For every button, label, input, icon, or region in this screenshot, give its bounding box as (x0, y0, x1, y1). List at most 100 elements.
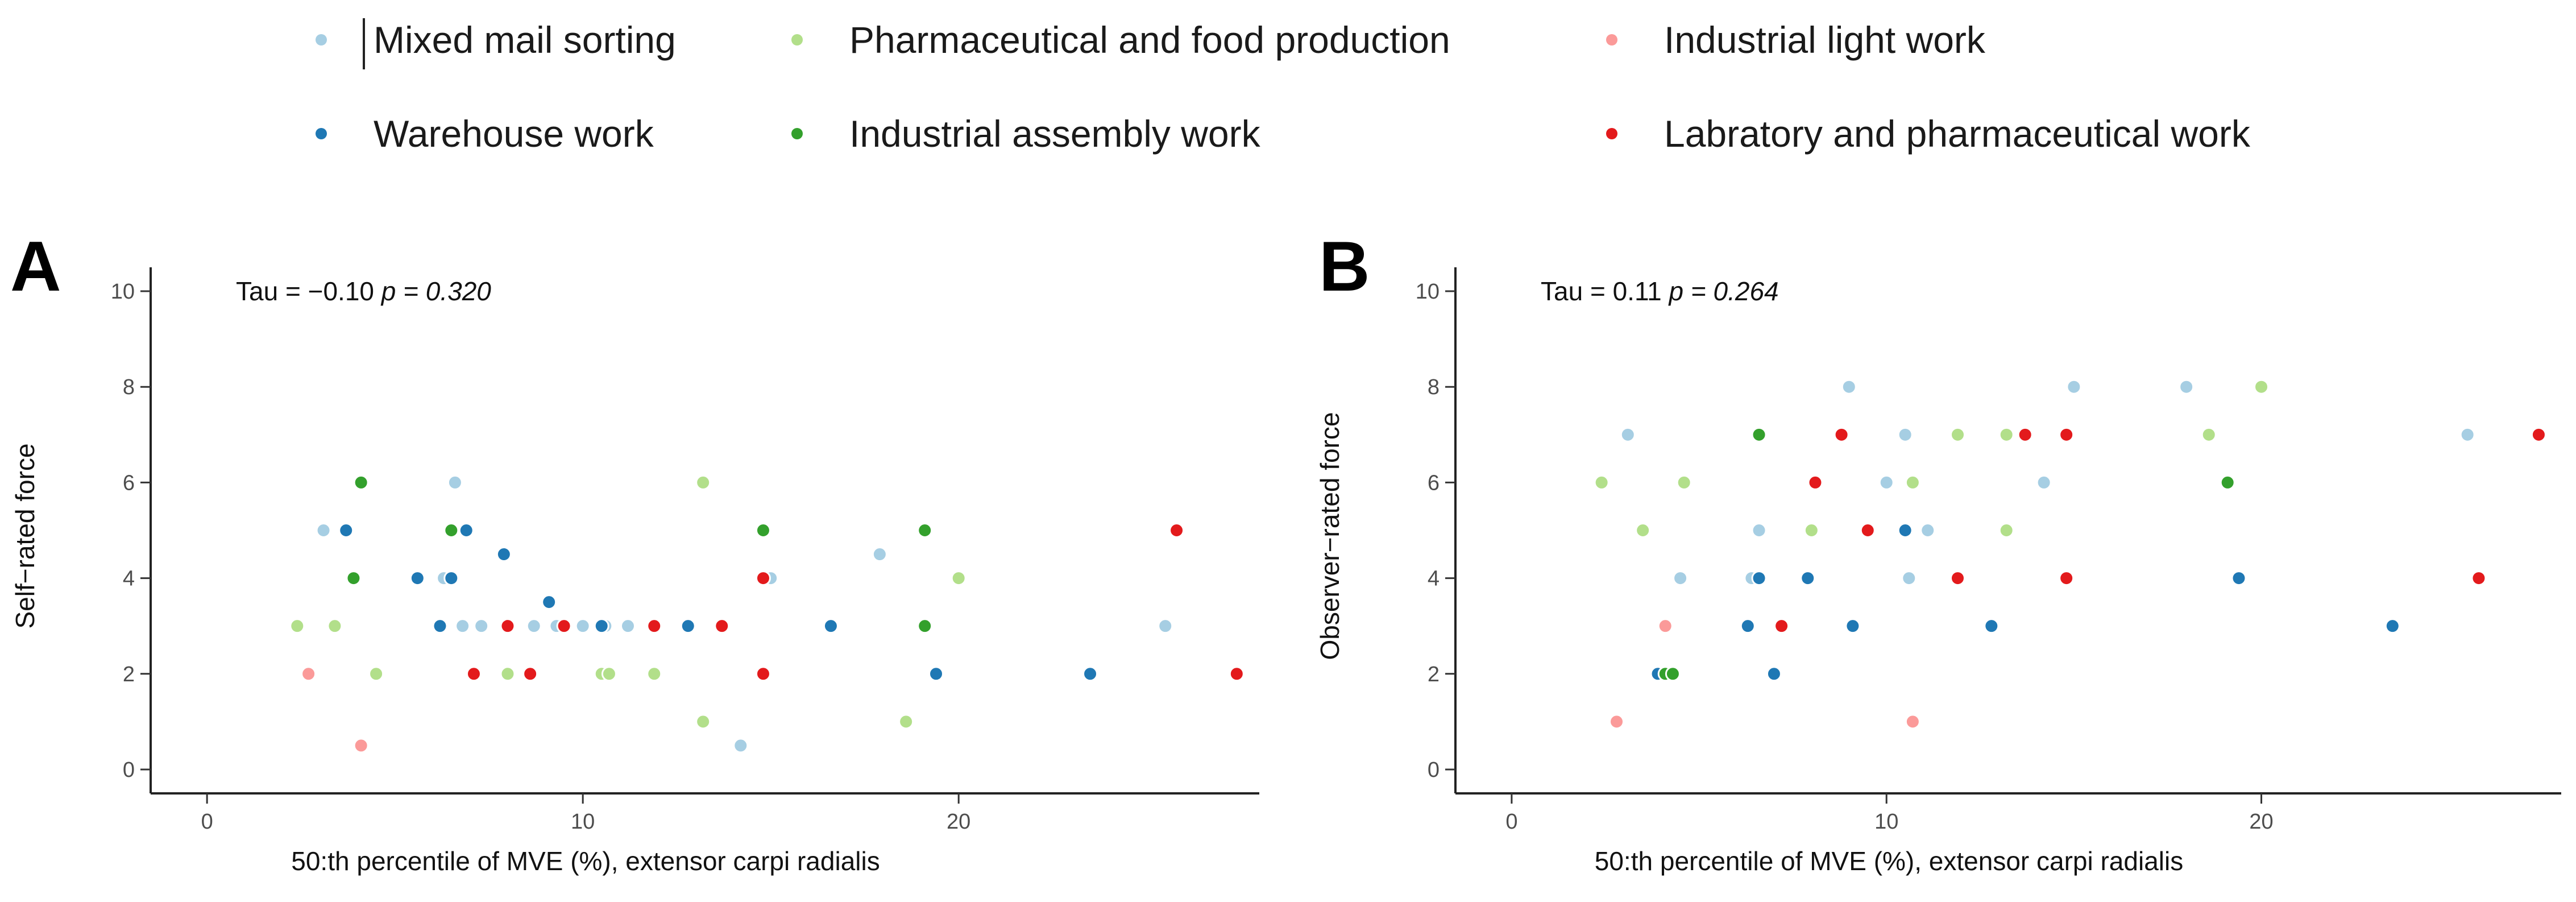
data-point-b-series-3 (1845, 618, 1861, 634)
legend-item-warehouse: Warehouse work (316, 112, 654, 155)
data-point-a-series-4 (755, 523, 771, 538)
data-point-a-series-5 (466, 666, 482, 682)
data-point-a-series-4 (917, 618, 933, 634)
data-point-b-series-1 (1803, 523, 1819, 538)
data-point-a-series-0 (872, 547, 887, 562)
data-point-a-series-3 (458, 523, 474, 538)
y-tick-label: 8 (1428, 375, 1440, 399)
legend-label-pharma-food: Pharmaceutical and food production (849, 19, 1450, 61)
data-point-a-series-5 (556, 618, 572, 634)
data-point-a-series-3 (928, 666, 944, 682)
text-cursor (363, 18, 365, 69)
data-point-b-series-1 (2201, 427, 2217, 442)
x-tick-label: 10 (571, 810, 595, 834)
data-point-b-series-0 (2459, 427, 2475, 442)
y-tick-label: 4 (123, 567, 135, 591)
legend-label-industrial-assembly: Industrial assembly work (849, 113, 1260, 155)
data-point-a-series-3 (443, 570, 459, 586)
data-point-a-series-3 (338, 523, 354, 538)
data-point-a-series-3 (1082, 666, 1098, 682)
legend-dot-warehouse (316, 128, 327, 139)
data-point-a-series-5 (500, 618, 516, 634)
data-point-b-series-2 (1657, 618, 1673, 634)
y-axis-label-a: Self−rated force (10, 443, 40, 628)
data-point-b-series-0 (1897, 427, 1913, 442)
data-point-b-series-5 (2017, 427, 2033, 442)
data-point-b-series-0 (1841, 379, 1857, 395)
data-point-b-series-0 (1878, 474, 1894, 490)
data-point-a-series-0 (474, 618, 490, 634)
tau-text: Tau = 0.11 (1541, 276, 1669, 306)
data-point-b-series-5 (2531, 427, 2546, 442)
x-tick-label: 10 (1874, 810, 1898, 834)
data-point-b-series-3 (2384, 618, 2400, 634)
x-tick-label: 20 (2249, 810, 2273, 834)
x-tick-label: 0 (1505, 810, 1517, 834)
legend-item-industrial-light: Industrial light work (1606, 18, 1985, 61)
data-point-a-series-3 (594, 618, 609, 634)
data-point-a-series-3 (496, 547, 512, 562)
data-point-a-series-5 (755, 666, 771, 682)
data-point-a-series-1 (500, 666, 516, 682)
y-tick-label: 6 (1428, 471, 1440, 495)
data-point-a-series-4 (353, 474, 369, 490)
x-axis-label-a: 50:th percentile of MVE (%), extensor ca… (291, 846, 880, 876)
legend-dot-industrial-light (1606, 34, 1617, 45)
data-point-a-series-5 (755, 570, 771, 586)
data-point-b-series-0 (2036, 474, 2052, 490)
data-point-a-series-4 (917, 523, 933, 538)
data-point-b-series-1 (2254, 379, 2270, 395)
data-point-b-series-1 (1594, 474, 1610, 490)
data-point-a-series-3 (823, 618, 839, 634)
data-point-b-series-5 (1774, 618, 1790, 634)
y-axis-label-b: Observer−rated force (1315, 412, 1345, 660)
y-tick-label: 4 (1428, 567, 1440, 591)
data-point-a-series-5 (646, 618, 662, 634)
legend-dot-lab-pharma (1606, 128, 1617, 139)
data-point-b-series-4 (1665, 666, 1681, 682)
data-point-b-series-1 (1635, 523, 1651, 538)
panel-letter-b: B (1319, 227, 1370, 306)
legend-item-pharma-food: Pharmaceutical and food production (791, 18, 1450, 61)
data-point-b-series-5 (1860, 523, 1876, 538)
data-point-b-series-3 (1766, 666, 1782, 682)
data-point-a-series-3 (432, 618, 448, 634)
data-point-a-series-1 (695, 714, 711, 730)
data-point-b-series-5 (2471, 570, 2487, 586)
legend-label-lab-pharma: Labratory and pharmaceutical work (1664, 113, 2250, 155)
data-point-a-series-1 (898, 714, 914, 730)
data-point-b-series-5 (2059, 427, 2075, 442)
data-point-b-series-0 (1751, 523, 1767, 538)
data-point-b-series-4 (1751, 427, 1767, 442)
data-point-a-series-0 (575, 618, 591, 634)
data-point-a-series-0 (1158, 618, 1173, 634)
data-point-b-series-3 (1800, 570, 1816, 586)
data-point-a-series-4 (346, 570, 362, 586)
data-point-b-series-5 (1807, 474, 1823, 490)
legend-dot-industrial-assembly (791, 128, 803, 139)
legend-label-warehouse: Warehouse work (374, 113, 654, 155)
panel-letter-a: A (10, 227, 61, 306)
data-point-a-series-5 (1169, 523, 1185, 538)
data-point-b-series-2 (1905, 714, 1920, 730)
legend-item-industrial-assembly: Industrial assembly work (791, 112, 1260, 155)
data-point-a-series-1 (951, 570, 966, 586)
data-point-a-series-3 (541, 594, 557, 610)
data-point-b-series-1 (1905, 474, 1920, 490)
data-point-b-series-5 (2059, 570, 2075, 586)
p-value-text: p = 0.320 (380, 276, 492, 306)
data-point-b-series-0 (2066, 379, 2082, 395)
data-point-b-series-0 (1901, 570, 1917, 586)
y-tick-label: 10 (1416, 280, 1440, 304)
legend-label-industrial-light: Industrial light work (1664, 19, 1985, 61)
stat-annotation-a: Tau = −0.10 p = 0.320 (236, 276, 491, 306)
data-point-b-series-5 (1949, 570, 1965, 586)
data-point-a-series-0 (316, 523, 331, 538)
data-point-b-series-0 (1673, 570, 1689, 586)
data-point-a-series-5 (1229, 666, 1245, 682)
data-point-a-series-3 (680, 618, 696, 634)
data-point-a-series-5 (714, 618, 730, 634)
y-tick-label: 10 (111, 280, 135, 304)
data-point-a-series-1 (695, 474, 711, 490)
x-axis-label-b: 50:th percentile of MVE (%), extensor ca… (1595, 846, 2183, 876)
